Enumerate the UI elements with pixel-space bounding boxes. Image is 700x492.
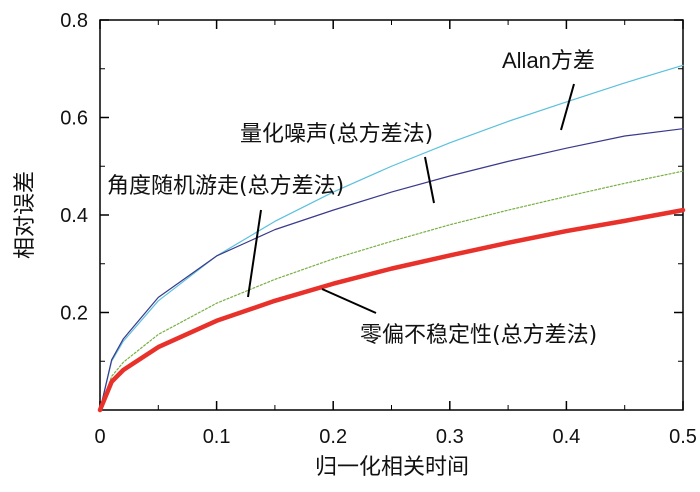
annotation-angle-random-walk: 角度随机游走(总方差法) (107, 174, 344, 199)
annotation-pointer-arw (247, 209, 262, 298)
x-tick-label: 0.1 (203, 426, 231, 448)
series-line-1 (99, 64, 684, 411)
y-axis: 0.2 0.4 0.6 0.8 (60, 10, 683, 362)
series-line-3 (99, 170, 684, 411)
x-tick-label: 0 (94, 426, 105, 448)
annotation-pointer-quant (424, 156, 435, 204)
series-layer (97, 64, 686, 413)
annotation-quantization: 量化噪声(总方差法) (240, 122, 433, 147)
x-tick-label: 0.2 (319, 426, 347, 448)
series-line-4 (97, 207, 686, 413)
y-tick-label: 0.6 (60, 108, 88, 130)
y-axis-title: 相对误差 (13, 171, 38, 259)
annotation-allan: Allan方差 (502, 48, 595, 73)
plot-frame (99, 19, 684, 411)
annotation-pointer-bias (321, 288, 377, 314)
annotation-bias-instability: 零偏不稳定性(总方差法) (360, 323, 597, 348)
x-axis: 0 0.1 0.2 0.3 0.4 0.5 (94, 20, 697, 448)
y-tick-label: 0.4 (60, 205, 88, 227)
x-tick-label: 0.3 (436, 426, 464, 448)
y-tick-label: 0.8 (60, 10, 88, 32)
x-axis-title: 归一化相关时间 (315, 455, 469, 480)
y-tick-label: 0.2 (60, 303, 88, 325)
x-tick-label: 0.4 (552, 426, 580, 448)
annotation-pointer-allan (560, 83, 575, 131)
x-tick-label: 0.5 (669, 426, 697, 448)
series-line-2 (99, 128, 684, 411)
